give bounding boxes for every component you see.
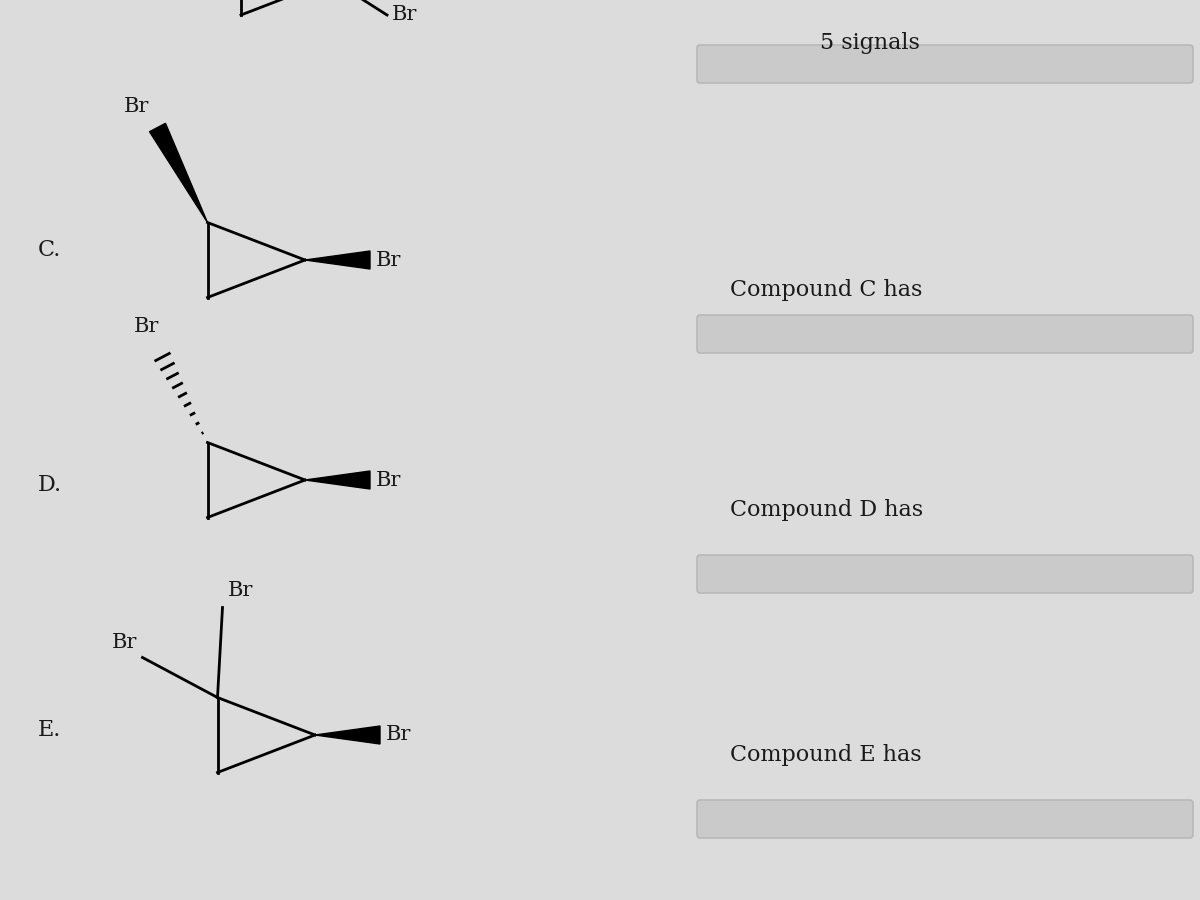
Text: Br: Br bbox=[228, 580, 253, 599]
Text: Br: Br bbox=[376, 471, 401, 490]
FancyBboxPatch shape bbox=[697, 315, 1193, 353]
Polygon shape bbox=[305, 471, 370, 489]
Text: Compound E has: Compound E has bbox=[730, 744, 922, 766]
Text: C.: C. bbox=[38, 239, 61, 261]
Text: Br: Br bbox=[386, 725, 412, 744]
Text: Compound C has: Compound C has bbox=[730, 279, 923, 301]
Text: Br: Br bbox=[124, 96, 150, 115]
FancyBboxPatch shape bbox=[697, 800, 1193, 838]
Polygon shape bbox=[314, 726, 380, 744]
Text: Br: Br bbox=[112, 634, 138, 652]
Text: E.: E. bbox=[38, 719, 61, 741]
Text: Br: Br bbox=[376, 250, 401, 269]
FancyBboxPatch shape bbox=[697, 555, 1193, 593]
Polygon shape bbox=[150, 123, 208, 222]
Text: Br: Br bbox=[134, 317, 160, 336]
FancyBboxPatch shape bbox=[697, 45, 1193, 83]
Text: D.: D. bbox=[38, 474, 62, 496]
Text: 5 signals: 5 signals bbox=[820, 32, 920, 54]
Text: Br: Br bbox=[392, 5, 418, 24]
Polygon shape bbox=[305, 251, 370, 269]
Text: Compound D has: Compound D has bbox=[730, 499, 923, 521]
